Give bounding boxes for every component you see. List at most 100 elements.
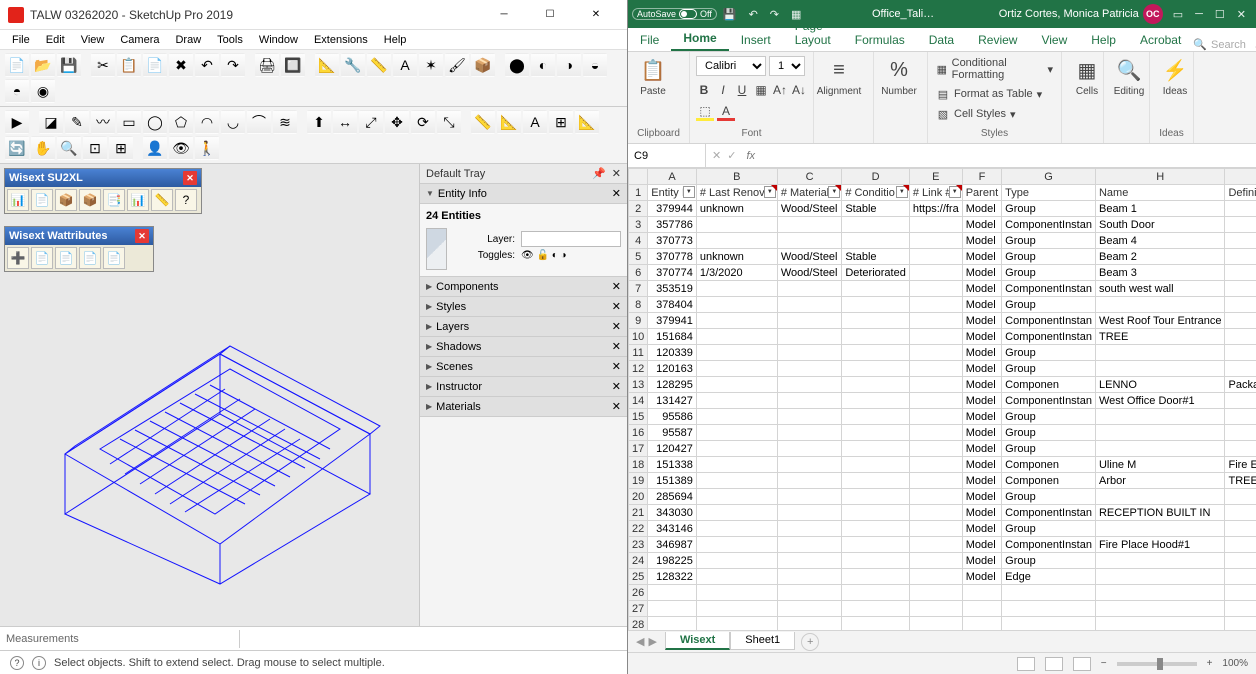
cell[interactable] — [1225, 217, 1256, 233]
ribbon-tab-file[interactable]: File — [628, 29, 671, 51]
move-tool[interactable]: ✥ — [385, 110, 409, 134]
number-button[interactable]: %Number — [880, 56, 918, 97]
wisext-btn-2[interactable]: 📦 — [55, 189, 77, 211]
font-size-select[interactable]: 11 — [769, 56, 805, 76]
dimension-tool[interactable]: 📏 — [367, 53, 391, 77]
model-tool[interactable]: 🔲 — [281, 53, 305, 77]
cell[interactable] — [909, 617, 962, 631]
header-cell[interactable]: Entity ID▼ — [648, 185, 697, 201]
cell[interactable] — [909, 377, 962, 393]
cell[interactable] — [909, 249, 962, 265]
menu-help[interactable]: Help — [380, 33, 411, 47]
cell[interactable] — [842, 377, 910, 393]
cell[interactable]: 370778 — [648, 249, 697, 265]
font-name-select[interactable]: Calibri — [696, 56, 766, 76]
cell[interactable] — [777, 457, 841, 473]
cell[interactable]: Wood/Steel — [777, 249, 841, 265]
cell[interactable]: Group — [1002, 409, 1096, 425]
cell[interactable] — [1225, 249, 1256, 265]
sketchup-viewport[interactable]: Wisext SU2XL✕ 📊📄📦📦📑📊📏? Wisext Wattribute… — [0, 164, 419, 626]
cell[interactable]: 379944 — [648, 201, 697, 217]
cell[interactable] — [777, 489, 841, 505]
cell[interactable]: Componen — [1002, 377, 1096, 393]
fx-cancel-icon[interactable]: ✕ — [712, 149, 721, 162]
row-header-20[interactable]: 20 — [629, 489, 648, 505]
cell[interactable] — [909, 233, 962, 249]
cell[interactable]: Group — [1002, 297, 1096, 313]
cell[interactable]: Wood/Steel — [777, 265, 841, 281]
cell[interactable] — [777, 329, 841, 345]
cell[interactable] — [777, 585, 841, 601]
menu-view[interactable]: View — [77, 33, 109, 47]
cell[interactable]: Beam 3 — [1095, 265, 1225, 281]
cell[interactable] — [1095, 297, 1225, 313]
cell[interactable] — [842, 409, 910, 425]
page-layout-view-icon[interactable] — [1045, 657, 1063, 671]
look-around-tool[interactable]: 👁 — [169, 136, 193, 160]
cell[interactable] — [909, 281, 962, 297]
cell[interactable] — [909, 521, 962, 537]
col-I[interactable]: I — [1225, 169, 1256, 185]
cell[interactable] — [696, 489, 777, 505]
wisext-btn-4[interactable]: 📑 — [103, 189, 125, 211]
cell[interactable]: 120339 — [648, 345, 697, 361]
ribbon-options-icon[interactable]: ▭ — [1167, 8, 1189, 21]
row-header-6[interactable]: 6 — [629, 265, 648, 281]
cell[interactable]: Group — [1002, 361, 1096, 377]
cell[interactable]: Model — [962, 281, 1001, 297]
cell[interactable] — [777, 409, 841, 425]
cell[interactable] — [777, 313, 841, 329]
cell[interactable]: 131427 — [648, 393, 697, 409]
cell-styles[interactable]: ▧Cell Styles ▾ — [934, 106, 1055, 122]
cell[interactable] — [648, 601, 697, 617]
cell[interactable]: ComponentInstan — [1002, 393, 1096, 409]
cell[interactable] — [842, 297, 910, 313]
cell[interactable] — [842, 425, 910, 441]
cell[interactable]: RECEPTION BUILT IN — [1095, 505, 1225, 521]
cell[interactable]: unknown — [696, 249, 777, 265]
cell[interactable]: West Office Door#1 — [1095, 393, 1225, 409]
save-tool[interactable]: 💾 — [57, 53, 81, 77]
row-header-21[interactable]: 21 — [629, 505, 648, 521]
undo-tool[interactable]: ↶ — [195, 53, 219, 77]
cell[interactable]: Package Unit — [1225, 377, 1256, 393]
cell[interactable] — [696, 425, 777, 441]
row-header-23[interactable]: 23 — [629, 537, 648, 553]
cell[interactable] — [777, 377, 841, 393]
cell[interactable]: Group — [1002, 553, 1096, 569]
col-B[interactable]: B — [696, 169, 777, 185]
header-cell[interactable]: # Last Renovat▼ — [696, 185, 777, 201]
row-header-28[interactable]: 28 — [629, 617, 648, 631]
cell[interactable] — [1002, 601, 1096, 617]
cut-tool[interactable]: ✂ — [91, 53, 115, 77]
cell[interactable] — [648, 585, 697, 601]
cell[interactable]: 120427 — [648, 441, 697, 457]
ribbon-tab-formulas[interactable]: Formulas — [843, 29, 917, 51]
select-all-cell[interactable] — [629, 169, 648, 185]
cell[interactable] — [842, 505, 910, 521]
editing-button[interactable]: 🔍Editing — [1110, 56, 1148, 97]
cell[interactable] — [696, 521, 777, 537]
cell[interactable] — [1225, 585, 1256, 601]
cell[interactable]: Model — [962, 233, 1001, 249]
cell[interactable] — [842, 361, 910, 377]
cell[interactable]: Stable — [842, 249, 910, 265]
cell[interactable]: 151684 — [648, 329, 697, 345]
arc3-tool[interactable]: ⌒ — [247, 110, 271, 134]
cell[interactable]: West Roof Tour Entrance — [1095, 313, 1225, 329]
cell[interactable]: Model — [962, 457, 1001, 473]
cell[interactable] — [1225, 201, 1256, 217]
cell[interactable] — [842, 553, 910, 569]
cell[interactable]: ComponentInstan — [1002, 313, 1096, 329]
protractor2-tool[interactable]: 📐 — [497, 110, 521, 134]
cell[interactable] — [696, 217, 777, 233]
wisext-btn-6[interactable]: 📏 — [151, 189, 173, 211]
row-header-15[interactable]: 15 — [629, 409, 648, 425]
undo-icon[interactable]: ↶ — [743, 8, 764, 21]
cell[interactable] — [962, 601, 1001, 617]
circle-tool[interactable]: ◯ — [143, 110, 167, 134]
cell[interactable]: Model — [962, 329, 1001, 345]
cell[interactable]: ComponentInstan — [1002, 537, 1096, 553]
header-cell[interactable]: # Material #▼ — [777, 185, 841, 201]
cell[interactable]: Model — [962, 553, 1001, 569]
